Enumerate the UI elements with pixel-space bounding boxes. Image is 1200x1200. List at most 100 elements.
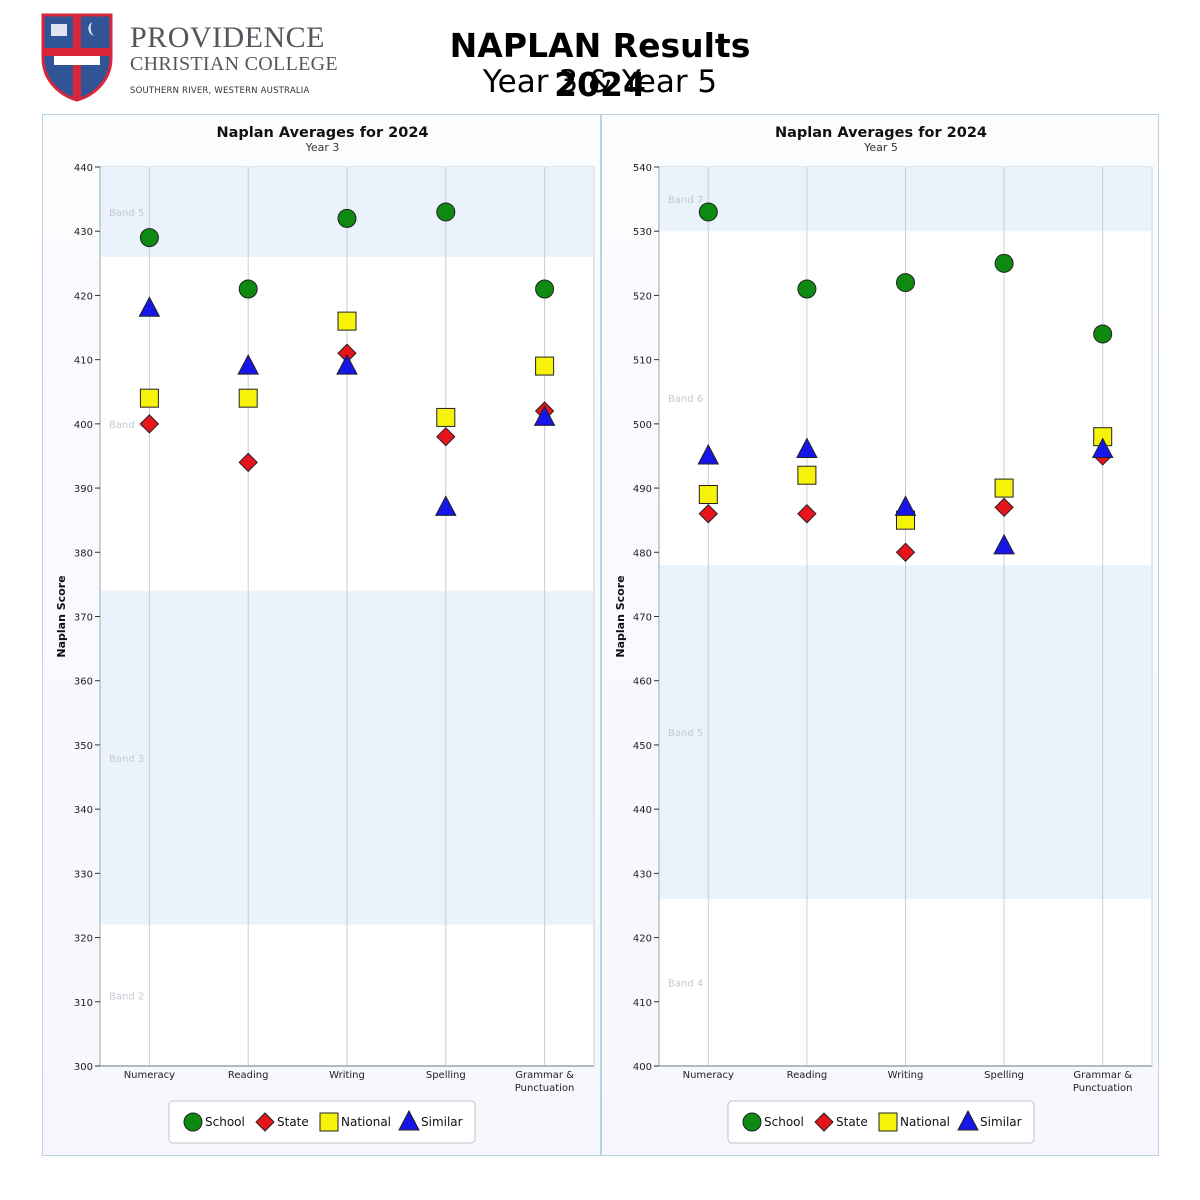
chart0-similar-marker-grammar-punctuation [533, 405, 556, 426]
category-label-line: Punctuation [515, 1083, 575, 1094]
category-label-line: Reading [228, 1070, 269, 1081]
chart1-ytick-label: 500 [633, 420, 652, 431]
chart0-ylabel: Naplan Score [55, 575, 68, 657]
chart0-ytick-label: 320 [74, 934, 93, 945]
category-label-line: Spelling [426, 1070, 466, 1081]
chart1-school-marker-reading [797, 279, 817, 299]
chart0-national-marker-spelling [436, 407, 456, 427]
page-header: PROVIDENCE CHRISTIAN COLLEGE SOUTHERN RI… [0, 0, 1200, 110]
category-label-line: Punctuation [1073, 1083, 1133, 1094]
category-label-line: Grammar & [515, 1070, 574, 1081]
chart0-similar-marker-reading [237, 353, 260, 375]
chart1-school-marker-grammar-punctuation [1093, 324, 1113, 344]
chart1-legend-school-label: School [764, 1115, 804, 1129]
school-name: PROVIDENCE [130, 21, 326, 54]
chart0-similar-marker-writing [336, 353, 358, 375]
chart0-legend-state-icon [255, 1112, 275, 1132]
chart0-state-marker-spelling [436, 426, 456, 447]
school-location: SOUTHERN RIVER, WESTERN AUSTRALIA [130, 86, 310, 96]
chart1-legend-national-label: National [900, 1115, 950, 1129]
chart1-school-marker-numeracy [698, 202, 718, 222]
chart1-band-label: Band 7 [668, 195, 703, 206]
chart1-school-marker-spelling [994, 253, 1014, 273]
chart0-legend-national-label: National [341, 1115, 391, 1129]
chart1-ytick-label: 420 [633, 934, 652, 945]
chart0-national-marker-grammar-punctuation [535, 356, 555, 376]
chart1-ytick-label: 490 [633, 484, 652, 495]
category-label-line: Reading [787, 1070, 828, 1081]
chart0-legend-school-icon [183, 1112, 203, 1132]
chart0-similar-marker-numeracy [138, 296, 161, 317]
chart1-national-marker-spelling [994, 478, 1014, 498]
school-subtitle: CHRISTIAN COLLEGE [130, 53, 338, 75]
chart0-ytick-label: 400 [74, 420, 93, 431]
chart1-ytick-label: 480 [633, 548, 652, 559]
chart0-school-marker-numeracy [139, 228, 159, 248]
chart0-category-label-reading: Reading [228, 1070, 269, 1081]
chart1-similar-marker-spelling [993, 533, 1015, 555]
chart1-state-marker-writing [895, 542, 916, 562]
chart0-ytick-label: 350 [74, 741, 93, 752]
chart0-ytick-label: 380 [74, 548, 93, 559]
chart1-band-label: Band 4 [668, 979, 703, 990]
chart0-national-marker-numeracy [139, 388, 159, 408]
chart1-state-marker-spelling [994, 497, 1014, 518]
category-label-line: Grammar & [1073, 1070, 1132, 1081]
chart0-ytick-label: 420 [74, 291, 93, 302]
chart0-ytick-label: 390 [74, 484, 93, 495]
chart0-school-marker-writing [337, 208, 357, 228]
chart0-ytick-label: 410 [74, 356, 93, 367]
chart1-category-label-numeracy: Numeracy [683, 1070, 734, 1081]
chart1-ytick-label: 510 [633, 356, 652, 367]
chart1-category-label-spelling: Spelling [984, 1070, 1024, 1081]
chart0-category-label-numeracy: Numeracy [124, 1070, 175, 1081]
chart1-ytick-label: 470 [633, 613, 652, 624]
chart0-school-marker-grammar-punctuation [535, 279, 555, 299]
chart0-title: Naplan Averages for 2024 [216, 125, 428, 141]
chart1-title: Naplan Averages for 2024 [775, 125, 987, 141]
chart1-ytick-label: 440 [633, 805, 652, 816]
chart0-category-label-grammar-punctuation: Grammar & Punctuation [515, 1070, 575, 1094]
category-label-line: Writing [888, 1070, 924, 1081]
college-crest-logo [41, 13, 113, 102]
chart1-ytick-label: 410 [633, 998, 652, 1009]
chart0-ytick-label: 340 [74, 805, 93, 816]
chart1-legend-similar-icon [957, 1109, 979, 1131]
chart1-ytick-label: 400 [633, 1062, 652, 1073]
chart1-state-marker-numeracy [698, 504, 719, 524]
page-subtitle: Year 3 & Year 5 [482, 64, 718, 100]
category-label-line: Writing [329, 1070, 365, 1081]
chart0-category-label-spelling: Spelling [426, 1070, 466, 1081]
chart1-ytick-label: 460 [633, 677, 652, 688]
chart1-ylabel: Naplan Score [614, 575, 627, 657]
chart1-ytick-label: 530 [633, 227, 652, 238]
chart0-ytick-label: 360 [74, 677, 93, 688]
year3-chart-panel: Naplan Averages for 2024 Year 3 Band 5 Band… [42, 114, 601, 1156]
chart1-subtitle: Year 5 [863, 141, 898, 154]
chart0-school-marker-spelling [436, 202, 456, 222]
chart0-legend-national-icon [319, 1112, 339, 1132]
chart1-legend-similar-label: Similar [980, 1115, 1022, 1129]
chart0-state-marker-reading [238, 452, 258, 473]
chart1-ytick-label: 450 [633, 741, 652, 752]
chart0-legend-similar-icon [398, 1109, 420, 1131]
chart0-ytick-label: 300 [74, 1062, 93, 1073]
chart1-category-label-reading: Reading [787, 1070, 828, 1081]
page-title: NAPLAN Results 2024 [449, 26, 751, 104]
chart0-national-marker-reading [238, 388, 258, 408]
chart1-category-label-grammar-punctuation: Grammar & Punctuation [1073, 1070, 1133, 1094]
chart0-band-label: Band 5 [109, 208, 144, 219]
chart0-legend-state-label: State [277, 1115, 309, 1129]
chart1-national-marker-numeracy [698, 484, 718, 504]
category-label-line: Spelling [984, 1070, 1024, 1081]
chart0-ytick-label: 440 [74, 163, 93, 174]
chart1-ytick-label: 540 [633, 163, 652, 174]
chart0-band-label: Band 3 [109, 754, 144, 765]
chart0-ytick-label: 370 [74, 613, 93, 624]
chart0-band-label: Band 2 [109, 991, 144, 1002]
category-label-line: Numeracy [124, 1070, 175, 1081]
chart1-similar-marker-writing [894, 495, 917, 516]
chart0-ytick-label: 310 [74, 998, 93, 1009]
